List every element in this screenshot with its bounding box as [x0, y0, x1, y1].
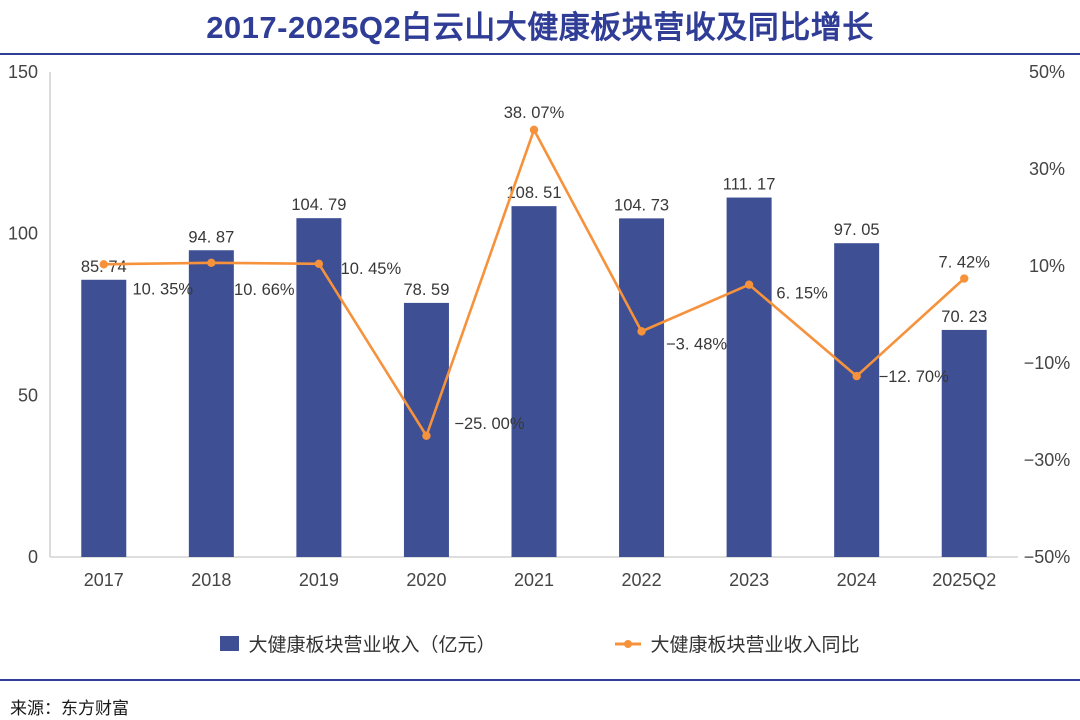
bar [834, 243, 880, 557]
x-axis-label: 2025Q2 [932, 570, 996, 590]
line-value-label: 10. 35% [133, 280, 194, 298]
chart-title: 2017-2025Q2白云山大健康板块营收及同比增长 [206, 10, 874, 45]
x-axis-label: 2023 [729, 570, 769, 590]
bar-value-label: 94. 87 [188, 228, 234, 246]
line-point [422, 431, 431, 440]
bar [403, 302, 449, 557]
footer-divider [0, 679, 1080, 681]
line-point [960, 274, 969, 283]
line-value-label: −25. 00% [454, 415, 525, 433]
right-axis-tick: −10% [1024, 353, 1071, 373]
bar [511, 206, 557, 557]
line-value-label: 7. 42% [939, 254, 991, 272]
line-value-label: 10. 45% [341, 260, 402, 278]
legend-label-revenue: 大健康板块营业收入（亿元） [248, 635, 496, 656]
line-point [744, 280, 754, 289]
bar-value-label: 111. 17 [723, 176, 776, 194]
line-point [529, 125, 539, 135]
left-axis-tick: 50 [18, 385, 38, 405]
right-axis-tick: 30% [1029, 159, 1065, 179]
title-divider [0, 53, 1080, 55]
legend-line-swatch-icon [614, 638, 642, 650]
x-axis-label: 2019 [299, 570, 339, 590]
x-axis-label: 2021 [514, 570, 554, 590]
line-point [852, 371, 861, 381]
bar [296, 218, 342, 557]
line-value-label: 6. 15% [776, 285, 828, 303]
right-axis-tick: −50% [1024, 547, 1071, 567]
left-axis-tick: 0 [28, 547, 38, 567]
source-note: 来源：东方财富 [10, 699, 129, 718]
line-point [99, 260, 108, 269]
line-value-label: −3. 48% [666, 335, 727, 353]
bar [81, 279, 127, 557]
right-axis-tick: 50% [1029, 62, 1065, 82]
x-axis-label: 2024 [837, 570, 877, 590]
bar-value-label: 97. 05 [834, 221, 880, 239]
bar [726, 197, 772, 557]
bar [188, 250, 234, 557]
right-axis-tick: 10% [1029, 256, 1065, 276]
bar [941, 329, 987, 557]
legend-label-yoy: 大健康板块营业收入同比 [650, 635, 860, 656]
bar-value-label: 104. 73 [614, 196, 669, 214]
bar-value-label: 78. 59 [404, 281, 450, 299]
line-value-label: 38. 07% [504, 104, 565, 122]
bar [619, 218, 665, 558]
chart-legend: 大健康板块营业收入（亿元） 大健康板块营业收入同比 [0, 630, 1080, 657]
bar-value-label: 108. 51 [506, 184, 561, 202]
left-axis-tick: 100 [8, 224, 38, 244]
x-axis-label: 2017 [84, 570, 124, 590]
x-axis-label: 2022 [622, 570, 662, 590]
right-axis-tick: −30% [1024, 450, 1071, 470]
bar-value-label: 104. 79 [291, 196, 346, 214]
legend-item-yoy: 大健康板块营业收入同比 [614, 630, 860, 657]
x-axis-label: 2020 [406, 570, 446, 590]
line-point [637, 327, 646, 336]
bar-value-label: 70. 23 [941, 308, 987, 326]
x-axis-label: 2018 [191, 570, 231, 590]
line-point [314, 259, 324, 269]
line-value-label: 10. 66% [234, 281, 295, 299]
line-point [207, 258, 216, 267]
legend-item-revenue: 大健康板块营业收入（亿元） [220, 630, 496, 657]
line-value-label: −12. 70% [879, 368, 950, 386]
legend-bar-swatch-icon [220, 636, 240, 651]
left-axis-tick: 150 [8, 62, 38, 82]
